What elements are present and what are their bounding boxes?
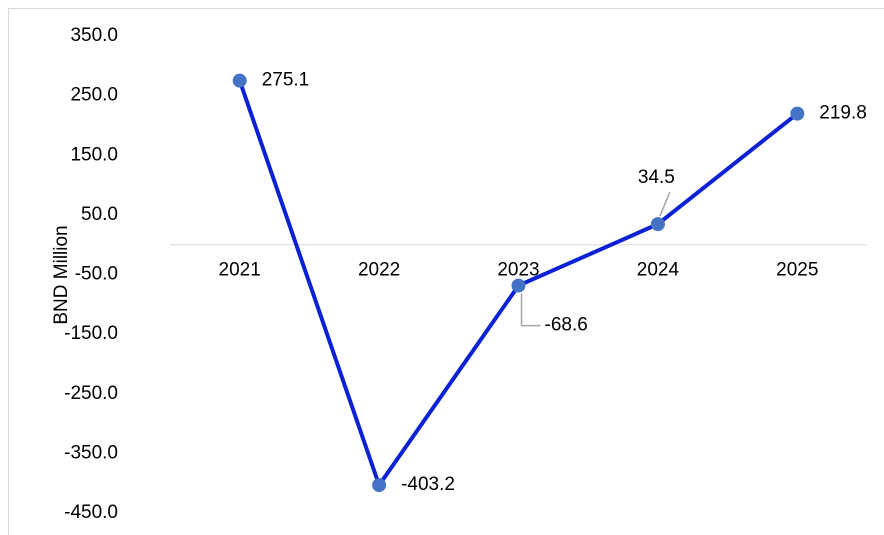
x-tick-label: 2021 (219, 260, 261, 281)
leader-line (659, 191, 671, 217)
x-tick-label: 2023 (497, 260, 539, 281)
marker (650, 217, 665, 232)
data-label: -68.6 (545, 315, 588, 336)
y-axis-title: BND Million (51, 225, 72, 324)
data-label: 219.8 (819, 103, 867, 124)
marker (232, 73, 247, 88)
marker (372, 478, 387, 493)
y-tick-label: -350.0 (64, 442, 118, 463)
marker (790, 106, 805, 121)
x-tick-label: 2025 (776, 260, 818, 281)
y-tick-label: -150.0 (64, 323, 118, 344)
data-label: 275.1 (262, 70, 310, 91)
leader-line (520, 293, 541, 327)
data-label: -403.2 (401, 474, 455, 495)
x-tick-label: 2022 (358, 260, 400, 281)
data-label: 34.5 (638, 167, 675, 188)
y-tick-label: 150.0 (70, 144, 118, 165)
y-tick-label: -50.0 (75, 264, 118, 285)
y-tick-label: 50.0 (81, 204, 118, 225)
y-tick-label: 350.0 (70, 25, 118, 46)
y-tick-label: -450.0 (64, 502, 118, 523)
marker (511, 278, 526, 293)
x-tick-label: 2024 (637, 260, 680, 281)
y-tick-label: -250.0 (64, 383, 118, 404)
chart-border (8, 8, 884, 535)
y-tick-label: 250.0 (70, 85, 118, 106)
